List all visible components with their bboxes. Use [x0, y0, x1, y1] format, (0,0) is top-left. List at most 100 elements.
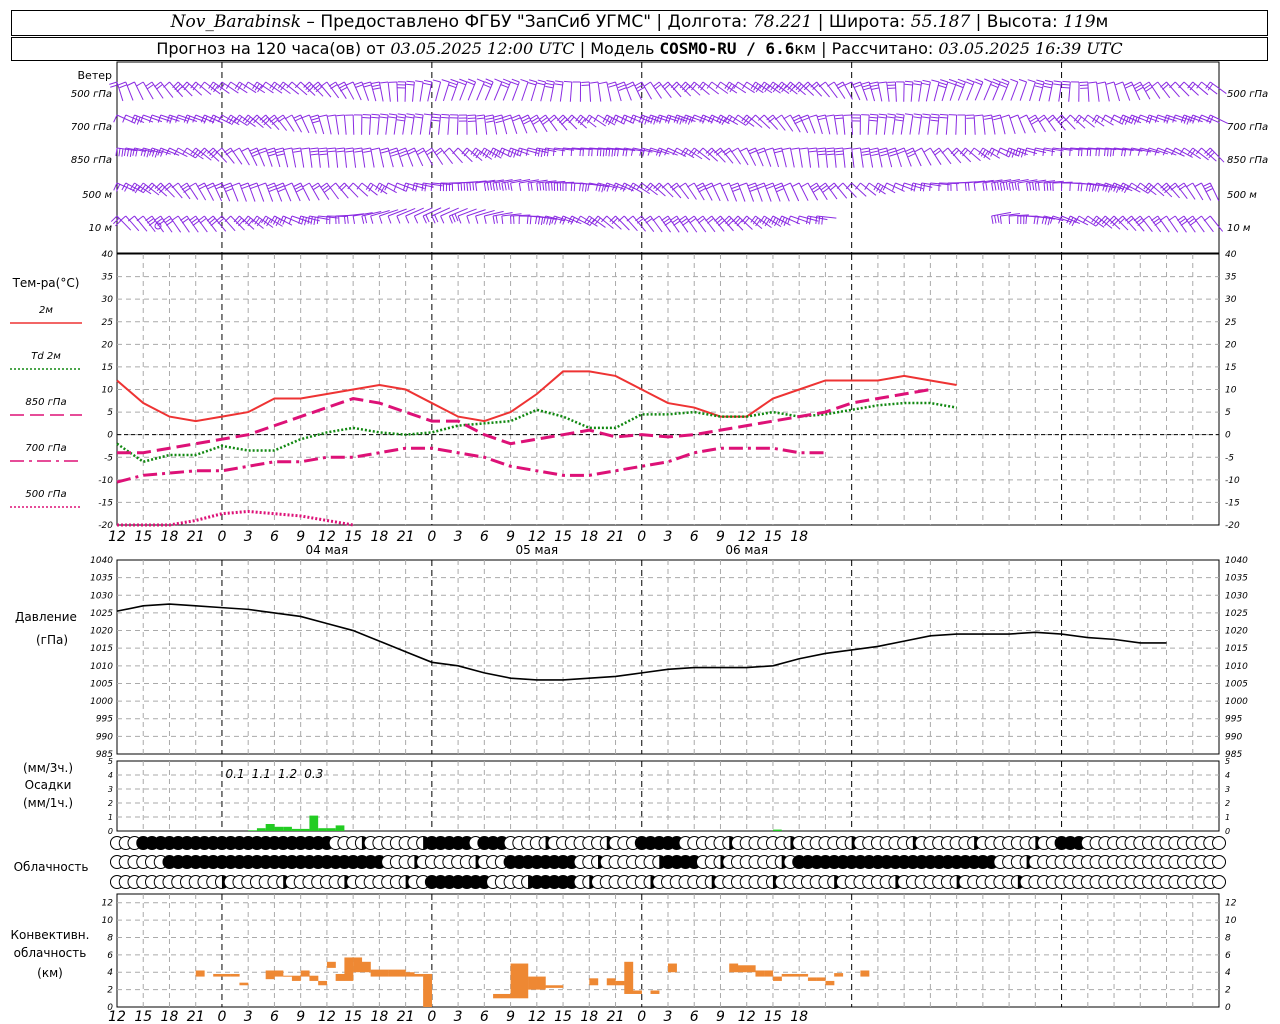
convective-bar	[501, 993, 511, 999]
precip-bar	[309, 815, 319, 831]
wind-barb-feather	[922, 183, 926, 192]
wind-barb-feather	[974, 81, 982, 86]
wind-barb-feather	[1053, 83, 1062, 86]
wind-barb-feather	[837, 84, 845, 89]
wind-barb-feather	[292, 147, 301, 150]
wind-barb-feather	[525, 147, 529, 156]
wind-barb-staff	[886, 81, 890, 102]
wind-barb-feather	[766, 185, 775, 190]
wind-barb-feather	[1133, 116, 1138, 125]
wind-barb-staff	[563, 147, 583, 151]
wind-barb-feather	[267, 114, 275, 121]
wind-barb-feather	[932, 147, 940, 154]
wind-barb	[896, 147, 912, 167]
wind-barb-feather	[636, 217, 644, 224]
wind-barb	[431, 207, 451, 224]
wind-barb-feather	[1135, 217, 1143, 224]
wind-barb-staff	[440, 207, 459, 217]
wind-barb-feather	[1011, 182, 1014, 191]
wind-barb	[678, 182, 697, 200]
hour-label-top: 3	[664, 529, 673, 545]
wind-barb-staff	[929, 147, 942, 165]
wind-barb	[782, 182, 800, 202]
wind-barb-feather	[614, 116, 619, 124]
wind-barb	[493, 114, 508, 135]
wind-barb-feather	[165, 220, 174, 226]
wind-barb	[930, 113, 940, 135]
wind-barb	[415, 80, 424, 102]
wind-barb-feather	[853, 84, 862, 89]
wind-barb-feather	[855, 182, 861, 190]
wind-barb	[396, 113, 407, 135]
wind-barb-feather	[869, 119, 878, 122]
wind-barb-feather	[636, 84, 644, 90]
wind-barb-feather	[1142, 81, 1150, 87]
wind-barb-feather	[489, 147, 494, 156]
wind-barb-feather	[843, 147, 852, 150]
hour-label-top: 9	[716, 529, 725, 545]
wind-barb	[198, 147, 220, 162]
wind-barb-staff	[991, 211, 1012, 217]
wind-barb-feather	[852, 147, 861, 150]
wind-barb	[470, 147, 493, 160]
wind-barb-staff	[772, 114, 786, 131]
wind-barb-feather	[1074, 215, 1080, 224]
wind-barb-feather	[250, 150, 259, 155]
wind-barb-feather	[818, 81, 826, 88]
1-tick-right: 1035	[1225, 574, 1248, 584]
wind-barb-feather	[1031, 119, 1039, 125]
wind-barb	[929, 182, 951, 192]
wind-barb-feather	[749, 150, 757, 155]
wind-barb	[598, 81, 612, 102]
wind-barb	[808, 114, 823, 135]
wind-level-left: 10 м	[89, 223, 113, 234]
wind-barb-feather	[1046, 114, 1054, 121]
wind-barb-staff	[326, 114, 332, 135]
hour-label-top: 12	[738, 529, 756, 545]
wind-barb-feather	[566, 114, 573, 122]
wind-barb-feather	[691, 83, 697, 91]
wind-barb-feather	[992, 114, 1001, 118]
wind-barb-feather	[502, 78, 511, 83]
wind-barb-feather	[390, 150, 398, 154]
wind-barb	[1010, 78, 1019, 101]
wind-barb-feather	[906, 150, 915, 155]
0-tick-right: 40	[1225, 250, 1237, 260]
wind-barb-staff	[419, 81, 424, 102]
wind-barb-feather	[616, 81, 625, 86]
wind-barb	[579, 182, 601, 192]
wind-barb-feather	[293, 182, 301, 188]
wind-barb-feather	[672, 147, 678, 156]
precip-title: Осадки	[25, 778, 72, 792]
wind-barb-feather	[245, 116, 251, 124]
convective-bar	[335, 973, 345, 981]
wind-barb	[162, 215, 182, 233]
wind-barb-feather	[1101, 217, 1108, 225]
wind-barb	[502, 114, 518, 134]
wind-barb	[449, 114, 459, 135]
temperature-panel	[116, 370, 957, 527]
wind-barb-feather	[1057, 116, 1064, 124]
wind-barb-staff	[475, 179, 496, 184]
wind-barb-staff	[1174, 182, 1188, 200]
legend-label: 500 гПа	[25, 489, 66, 500]
wind-barb-feather	[801, 117, 810, 122]
wind-barb-staff	[860, 182, 877, 196]
wind-barb-feather	[276, 114, 284, 120]
wind-barb-feather	[363, 84, 372, 88]
wind-barb	[869, 113, 879, 135]
wind-barb-feather	[739, 182, 747, 187]
wind-panel	[109, 78, 1229, 233]
wind-barb	[402, 182, 425, 192]
wind-barb-feather	[298, 215, 302, 224]
wind-barb-feather	[313, 216, 316, 226]
wind-barb	[782, 147, 795, 168]
wind-barb-feather	[1121, 115, 1127, 124]
wind-barb	[680, 147, 703, 160]
wind-barb-feather	[163, 182, 170, 189]
wind-barb-feather	[494, 78, 503, 83]
wind-barb	[511, 114, 528, 134]
wind-barb-staff	[789, 147, 795, 168]
wind-barb-staff	[456, 114, 459, 135]
wind-barb-feather	[589, 219, 595, 227]
